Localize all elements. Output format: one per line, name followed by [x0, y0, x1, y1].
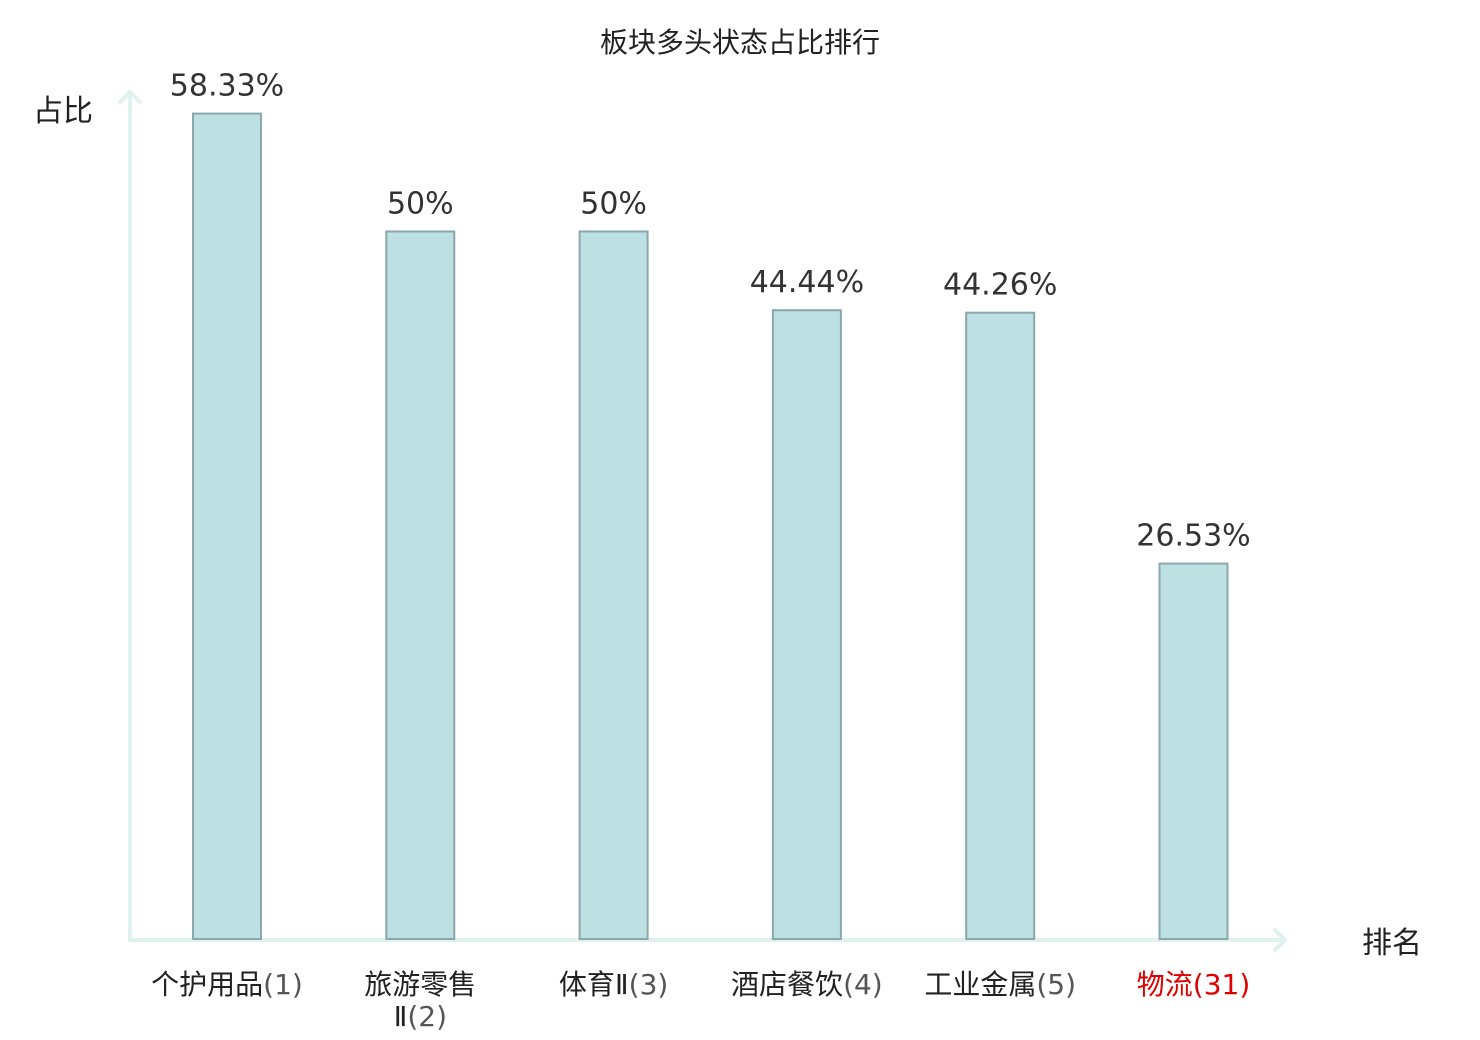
data-label-5: 44.26%: [943, 268, 1057, 303]
bar-1: [192, 112, 262, 941]
x-tick-rank: (4): [843, 968, 883, 1001]
x-tick-labels-group: 个护用品(1) 旅游零售 Ⅱ(2) 体育Ⅱ(3) 酒店餐饮(4) 工业金属(5) 物流(31…: [151, 968, 1250, 1033]
x-axis-label: 排名: [1362, 926, 1422, 961]
x-axis-arrow: [1273, 928, 1287, 952]
data-label-6: 26.53%: [1136, 519, 1250, 554]
bar-3: [578, 230, 649, 940]
x-tick-name-cont: Ⅱ: [394, 1000, 408, 1033]
bars-group: [192, 112, 1229, 941]
y-axis-label: 占比: [33, 94, 93, 129]
x-tick-label-3: 体育Ⅱ(3): [559, 968, 668, 1001]
x-tick-label-5: 工业金属(5): [924, 968, 1076, 1001]
bar-6: [1158, 562, 1229, 940]
data-label-1: 58.33%: [170, 69, 284, 104]
y-axis-arrow: [118, 90, 142, 104]
x-tick-name: 旅游零售: [364, 968, 476, 1001]
x-tick-rank: (3): [629, 968, 669, 1001]
x-tick-rank: (31): [1193, 968, 1250, 1001]
x-tick-name: 酒店餐饮: [731, 968, 843, 1001]
data-label-3: 50%: [580, 187, 647, 222]
x-tick-label-4: 酒店餐饮(4): [731, 968, 883, 1001]
data-label-4: 44.44%: [750, 265, 864, 300]
x-tick-label-1: 个护用品(1): [151, 968, 303, 1001]
chart-title: 板块多头状态占比排行: [600, 26, 880, 59]
bar-4: [771, 309, 842, 940]
bar-5: [965, 311, 1036, 940]
x-tick-label-2: 旅游零售 Ⅱ(2): [364, 968, 476, 1033]
x-tick-rank: (5): [1036, 968, 1076, 1001]
x-tick-name: 个护用品: [151, 968, 263, 1001]
x-tick-name: 物流: [1137, 968, 1193, 1001]
x-tick-name: 体育Ⅱ: [559, 968, 629, 1001]
x-tick-rank: (1): [263, 968, 303, 1001]
x-tick-rank: (2): [407, 1000, 447, 1033]
x-tick-name: 工业金属: [924, 968, 1036, 1001]
data-label-2: 50%: [387, 187, 454, 222]
bar-2: [385, 230, 456, 940]
data-labels-group: 58.33% 50% 50% 44.44% 44.26% 26.53%: [170, 69, 1251, 554]
x-tick-label-6: 物流(31): [1137, 968, 1251, 1001]
